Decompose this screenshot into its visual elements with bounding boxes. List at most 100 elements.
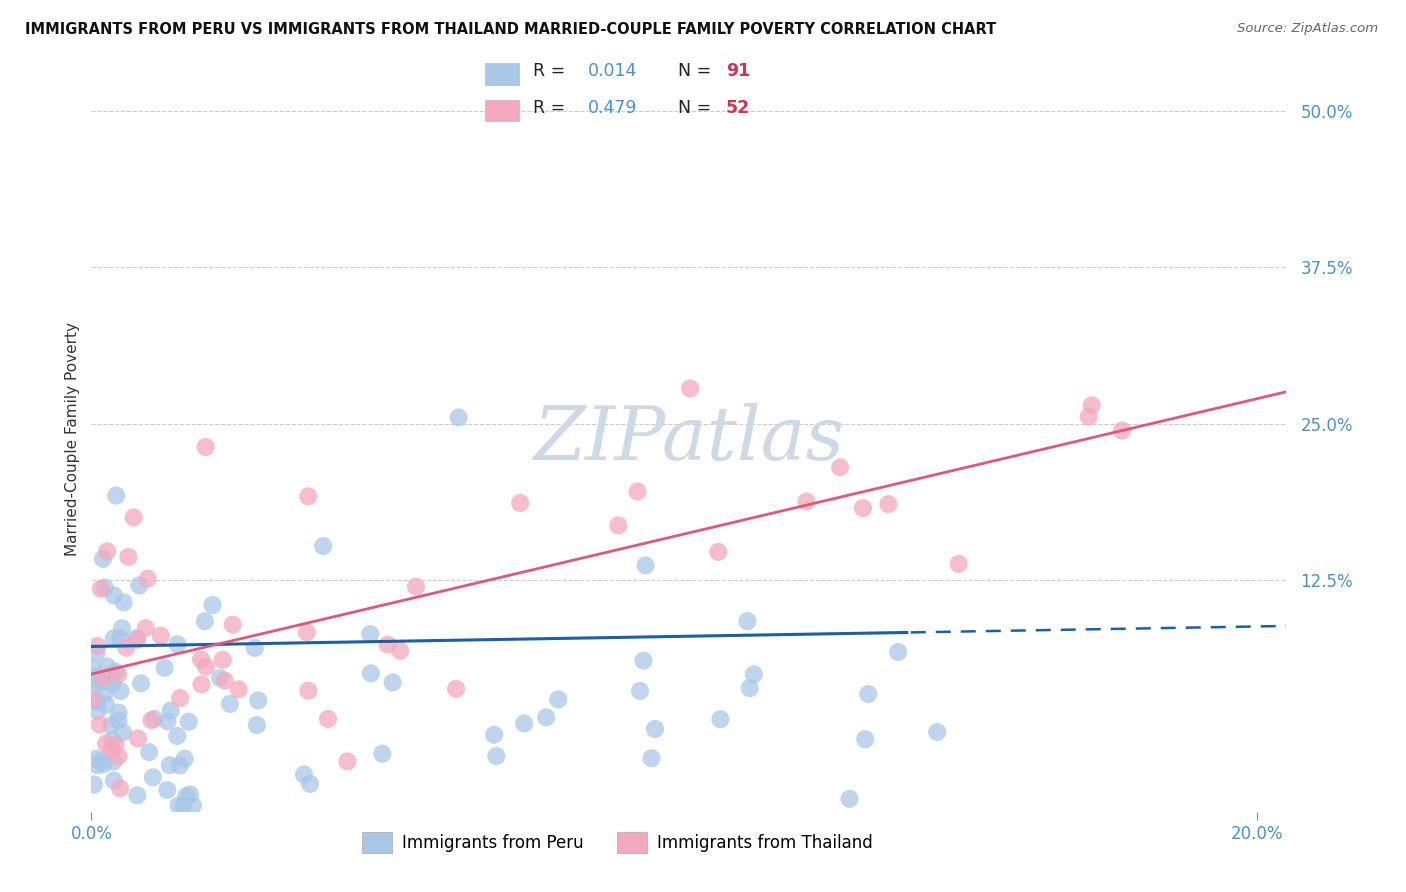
Point [107, 714, 129, 728]
Point [143, 712, 166, 726]
Point [156, 783, 179, 797]
Point [169, 758, 191, 772]
Point [194, 440, 217, 454]
Point [141, 713, 163, 727]
Point [830, 460, 852, 475]
Point [214, 673, 236, 688]
Point [737, 614, 759, 628]
Point [371, 747, 394, 761]
Point [1081, 398, 1104, 412]
Point [159, 704, 181, 718]
Point [190, 652, 212, 666]
Point [246, 718, 269, 732]
Point [297, 683, 319, 698]
Point [91, 552, 114, 566]
Point [222, 617, 245, 632]
Point [86, 752, 108, 766]
Point [101, 743, 124, 757]
Point [794, 494, 817, 508]
Point [115, 640, 138, 655]
Text: ZIPatlas: ZIPatlas [533, 403, 845, 475]
Point [634, 558, 657, 573]
Point [927, 725, 949, 739]
Point [360, 666, 382, 681]
Point [179, 788, 201, 802]
Point [644, 722, 666, 736]
Point [86, 758, 108, 772]
Point [84, 670, 107, 684]
Point [738, 681, 761, 695]
Point [201, 598, 224, 612]
Point [177, 714, 200, 729]
Point [103, 773, 125, 788]
Point [82, 692, 104, 706]
Point [111, 621, 134, 635]
Point [219, 697, 242, 711]
Point [359, 627, 381, 641]
Point [142, 770, 165, 784]
Point [858, 687, 880, 701]
Point [91, 757, 114, 772]
FancyBboxPatch shape [485, 100, 519, 121]
Point [84, 678, 107, 692]
Point [97, 674, 120, 689]
Point [86, 646, 108, 660]
Point [948, 557, 970, 571]
Point [228, 682, 250, 697]
Point [547, 692, 569, 706]
Point [1111, 424, 1133, 438]
Point [89, 717, 111, 731]
Point [243, 640, 266, 655]
Point [100, 718, 122, 732]
Point [295, 625, 318, 640]
Point [93, 671, 115, 685]
Point [509, 496, 531, 510]
Text: IMMIGRANTS FROM PERU VS IMMIGRANTS FROM THAILAND MARRIED-COUPLE FAMILY POVERTY C: IMMIGRANTS FROM PERU VS IMMIGRANTS FROM … [25, 22, 997, 37]
Point [103, 755, 125, 769]
Point [633, 654, 655, 668]
Point [105, 489, 128, 503]
Point [107, 749, 129, 764]
Point [135, 621, 157, 635]
Point [852, 501, 875, 516]
Point [626, 484, 648, 499]
Point [166, 637, 188, 651]
Legend: Immigrants from Peru, Immigrants from Thailand: Immigrants from Peru, Immigrants from Th… [356, 826, 879, 859]
Point [167, 798, 190, 813]
Point [208, 671, 231, 685]
Point [707, 545, 730, 559]
Point [534, 710, 557, 724]
Point [172, 798, 194, 813]
Point [166, 729, 188, 743]
Point [94, 698, 117, 712]
Point [174, 789, 197, 804]
Point [190, 677, 212, 691]
Point [297, 489, 319, 503]
Point [82, 661, 104, 675]
Point [91, 754, 114, 768]
Point [482, 728, 505, 742]
Point [607, 518, 630, 533]
Point [110, 631, 132, 645]
Point [853, 732, 876, 747]
Point [101, 733, 124, 747]
Point [101, 677, 124, 691]
Point [90, 582, 112, 596]
Point [679, 382, 702, 396]
Point [103, 632, 125, 646]
Point [389, 644, 412, 658]
Point [485, 749, 508, 764]
Point [112, 595, 135, 609]
Text: 52: 52 [725, 99, 751, 117]
Text: N =: N = [678, 62, 717, 80]
Point [104, 738, 127, 752]
Text: N =: N = [678, 99, 717, 117]
Text: Source: ZipAtlas.com: Source: ZipAtlas.com [1237, 22, 1378, 36]
Point [96, 544, 118, 558]
Point [887, 645, 910, 659]
Point [96, 659, 118, 673]
Point [336, 755, 359, 769]
Text: 91: 91 [725, 62, 751, 80]
Point [136, 572, 159, 586]
Text: R =: R = [533, 62, 571, 80]
